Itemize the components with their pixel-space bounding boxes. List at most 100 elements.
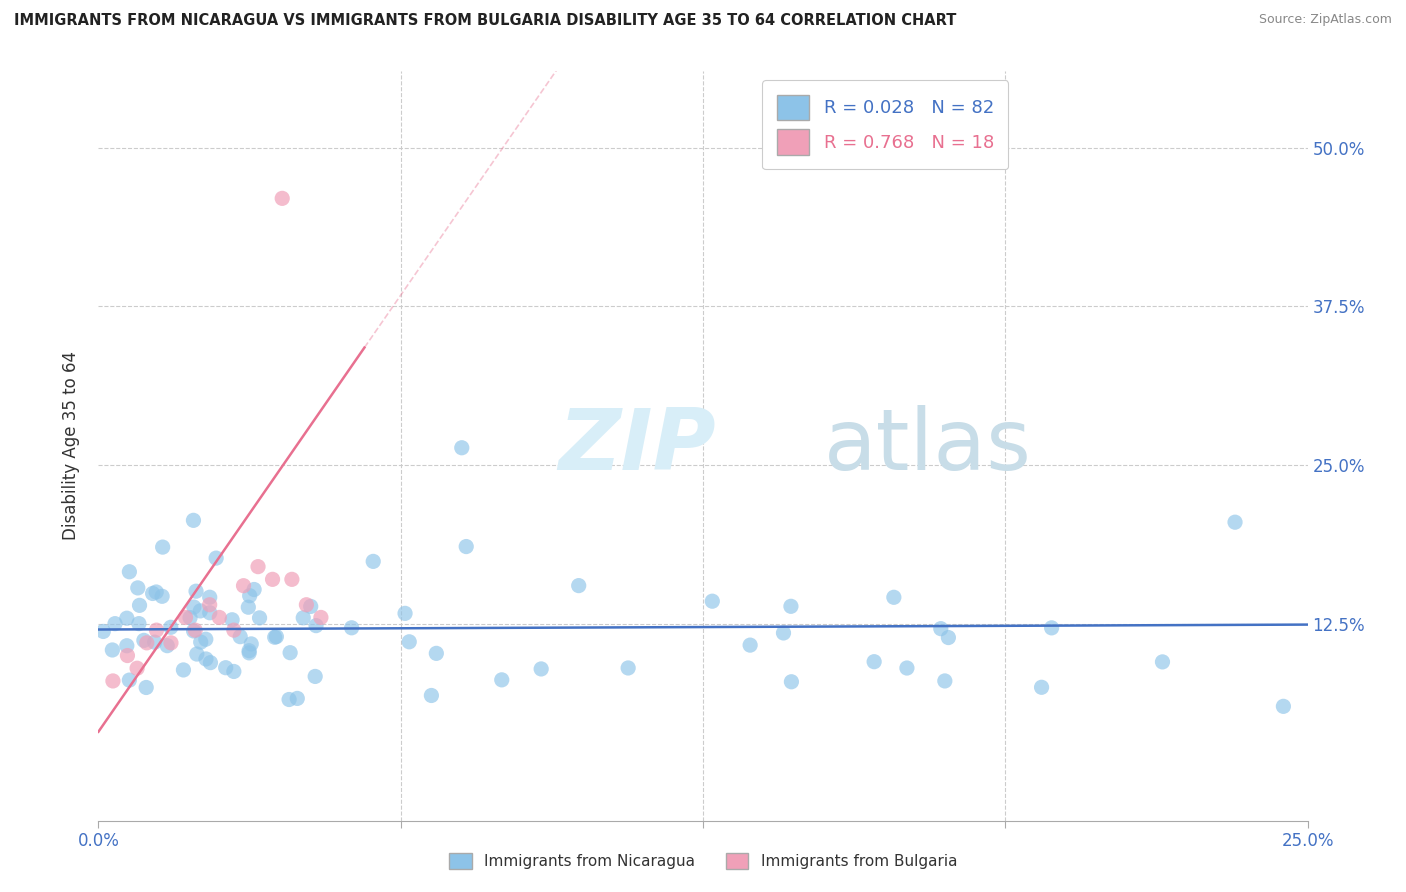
Point: [91, 624, 114, 639]
Point: [221, 613, 243, 627]
Point: [247, 559, 270, 574]
Point: [238, 644, 260, 658]
Point: [456, 540, 478, 554]
Point: [135, 636, 157, 650]
Point: [135, 681, 157, 695]
Point: [156, 639, 179, 653]
Point: [491, 673, 513, 687]
Point: [208, 610, 231, 624]
Point: [128, 616, 150, 631]
Point: [929, 622, 952, 636]
Point: [361, 554, 384, 568]
Point: [222, 623, 245, 637]
Point: [198, 606, 221, 620]
Point: [238, 600, 260, 615]
Text: atlas: atlas: [824, 404, 1032, 488]
Point: [174, 610, 197, 624]
Point: [278, 692, 301, 706]
Point: [780, 599, 803, 614]
Point: [398, 635, 420, 649]
Point: [1223, 515, 1246, 529]
Point: [150, 589, 173, 603]
Point: [183, 600, 205, 615]
Point: [934, 673, 956, 688]
Point: [127, 661, 149, 675]
Text: ZIP: ZIP: [558, 404, 716, 488]
Point: [159, 620, 181, 634]
Point: [118, 565, 141, 579]
Point: [200, 656, 222, 670]
Point: [772, 626, 794, 640]
Point: [172, 663, 194, 677]
Point: [152, 540, 174, 554]
Point: [262, 572, 284, 586]
Point: [117, 648, 139, 663]
Point: [104, 616, 127, 631]
Point: [450, 441, 472, 455]
Point: [263, 630, 285, 644]
Point: [190, 635, 212, 649]
Point: [568, 579, 591, 593]
Point: [184, 623, 207, 637]
Point: [938, 631, 960, 645]
Point: [239, 589, 262, 603]
Point: [145, 585, 167, 599]
Point: [249, 611, 271, 625]
Point: [142, 586, 165, 600]
Point: [702, 594, 724, 608]
Point: [229, 630, 252, 644]
Point: [271, 191, 294, 205]
Point: [278, 646, 301, 660]
Point: [740, 638, 762, 652]
Point: [145, 623, 167, 637]
Point: [186, 647, 208, 661]
Point: [222, 665, 245, 679]
Point: [118, 673, 141, 687]
Point: [194, 652, 217, 666]
Point: [1040, 621, 1063, 635]
Point: [198, 598, 221, 612]
Point: [215, 661, 238, 675]
Point: [198, 591, 221, 605]
Point: [285, 691, 308, 706]
Point: [295, 598, 318, 612]
Point: [266, 630, 288, 644]
Text: IMMIGRANTS FROM NICARAGUA VS IMMIGRANTS FROM BULGARIA DISABILITY AGE 35 TO 64 CO: IMMIGRANTS FROM NICARAGUA VS IMMIGRANTS …: [14, 13, 956, 29]
Point: [863, 655, 886, 669]
Point: [128, 599, 150, 613]
Point: [394, 607, 416, 621]
Point: [183, 624, 205, 638]
Point: [101, 643, 124, 657]
Point: [1152, 655, 1174, 669]
Point: [420, 689, 443, 703]
Point: [305, 618, 328, 632]
Y-axis label: Disability Age 35 to 64: Disability Age 35 to 64: [62, 351, 80, 541]
Point: [883, 591, 905, 605]
Point: [1031, 681, 1053, 695]
Point: [780, 674, 803, 689]
Point: [127, 581, 149, 595]
Point: [238, 646, 260, 660]
Point: [101, 673, 124, 688]
Point: [240, 637, 263, 651]
Point: [143, 635, 166, 649]
Text: Source: ZipAtlas.com: Source: ZipAtlas.com: [1258, 13, 1392, 27]
Point: [179, 610, 201, 624]
Point: [160, 636, 183, 650]
Point: [340, 621, 363, 635]
Point: [425, 646, 447, 660]
Legend: R = 0.028   N = 82, R = 0.768   N = 18: R = 0.028 N = 82, R = 0.768 N = 18: [762, 80, 1008, 169]
Point: [194, 632, 217, 647]
Point: [232, 579, 254, 593]
Point: [243, 582, 266, 597]
Point: [132, 633, 155, 648]
Point: [115, 611, 138, 625]
Legend: Immigrants from Nicaragua, Immigrants from Bulgaria: Immigrants from Nicaragua, Immigrants fr…: [443, 847, 963, 875]
Point: [281, 572, 304, 586]
Point: [1272, 699, 1295, 714]
Point: [617, 661, 640, 675]
Point: [188, 604, 211, 618]
Point: [183, 513, 205, 527]
Point: [292, 611, 315, 625]
Point: [115, 639, 138, 653]
